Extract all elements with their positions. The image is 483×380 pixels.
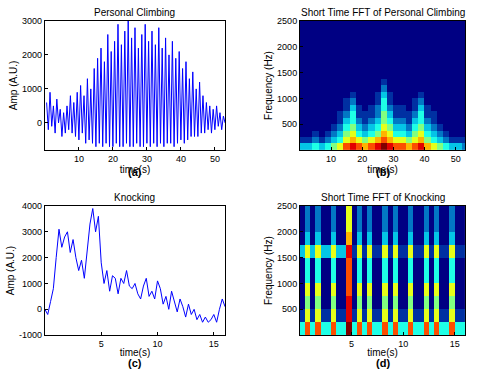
svg-text:15: 15 [209,339,219,349]
svg-text:Short Time FFT of Personal Cli: Short Time FFT of Personal Climbing [301,7,465,18]
svg-text:2000: 2000 [22,253,42,263]
svg-text:Amp (A.U.): Amp (A.U.) [8,61,19,110]
svg-text:30: 30 [388,154,398,164]
svg-text:1500: 1500 [277,253,297,263]
svg-text:10: 10 [153,339,163,349]
svg-text:3000: 3000 [22,16,42,26]
svg-text:Short Time FFT of Knocking: Short Time FFT of Knocking [321,192,445,203]
svg-text:10: 10 [398,339,408,349]
svg-text:(b): (b) [376,166,390,178]
svg-text:0: 0 [37,304,42,314]
svg-text:500: 500 [282,119,297,129]
svg-text:time(s): time(s) [367,347,398,358]
svg-text:Knocking: Knocking [114,192,155,203]
svg-text:50: 50 [210,154,220,164]
svg-text:2000: 2000 [277,227,297,237]
svg-text:3000: 3000 [22,227,42,237]
svg-text:500: 500 [282,304,297,314]
svg-text:30: 30 [142,154,152,164]
svg-text:Frequency (Hz): Frequency (Hz) [263,51,274,120]
svg-text:1000: 1000 [277,94,297,104]
svg-text:-1000: -1000 [19,330,42,340]
svg-text:40: 40 [176,154,186,164]
svg-text:2000: 2000 [277,42,297,52]
svg-text:1000: 1000 [22,84,42,94]
svg-text:time(s): time(s) [367,164,398,175]
svg-text:Amp (A.U.): Amp (A.U.) [5,246,16,295]
svg-text:0: 0 [37,118,42,128]
svg-text:time(s): time(s) [120,347,151,358]
svg-text:20: 20 [108,154,118,164]
svg-text:Frequency (Hz): Frequency (Hz) [263,236,274,305]
svg-text:2000: 2000 [22,50,42,60]
svg-text:40: 40 [420,154,430,164]
svg-text:50: 50 [451,154,461,164]
svg-text:20: 20 [357,154,367,164]
svg-text:1500: 1500 [277,68,297,78]
svg-text:10: 10 [74,154,84,164]
svg-text:2500: 2500 [277,16,297,26]
svg-text:Personal Climbing: Personal Climbing [94,7,175,18]
svg-text:1000: 1000 [22,279,42,289]
svg-text:5: 5 [99,339,104,349]
svg-text:(d): (d) [376,357,390,369]
svg-text:1000: 1000 [277,279,297,289]
svg-text:15: 15 [450,339,460,349]
svg-text:4000: 4000 [22,201,42,211]
svg-text:(c): (c) [128,357,142,369]
svg-text:2500: 2500 [277,201,297,211]
svg-text:(a): (a) [128,166,142,178]
svg-text:10: 10 [326,154,336,164]
svg-text:time(s): time(s) [120,164,151,175]
svg-text:5: 5 [349,339,354,349]
